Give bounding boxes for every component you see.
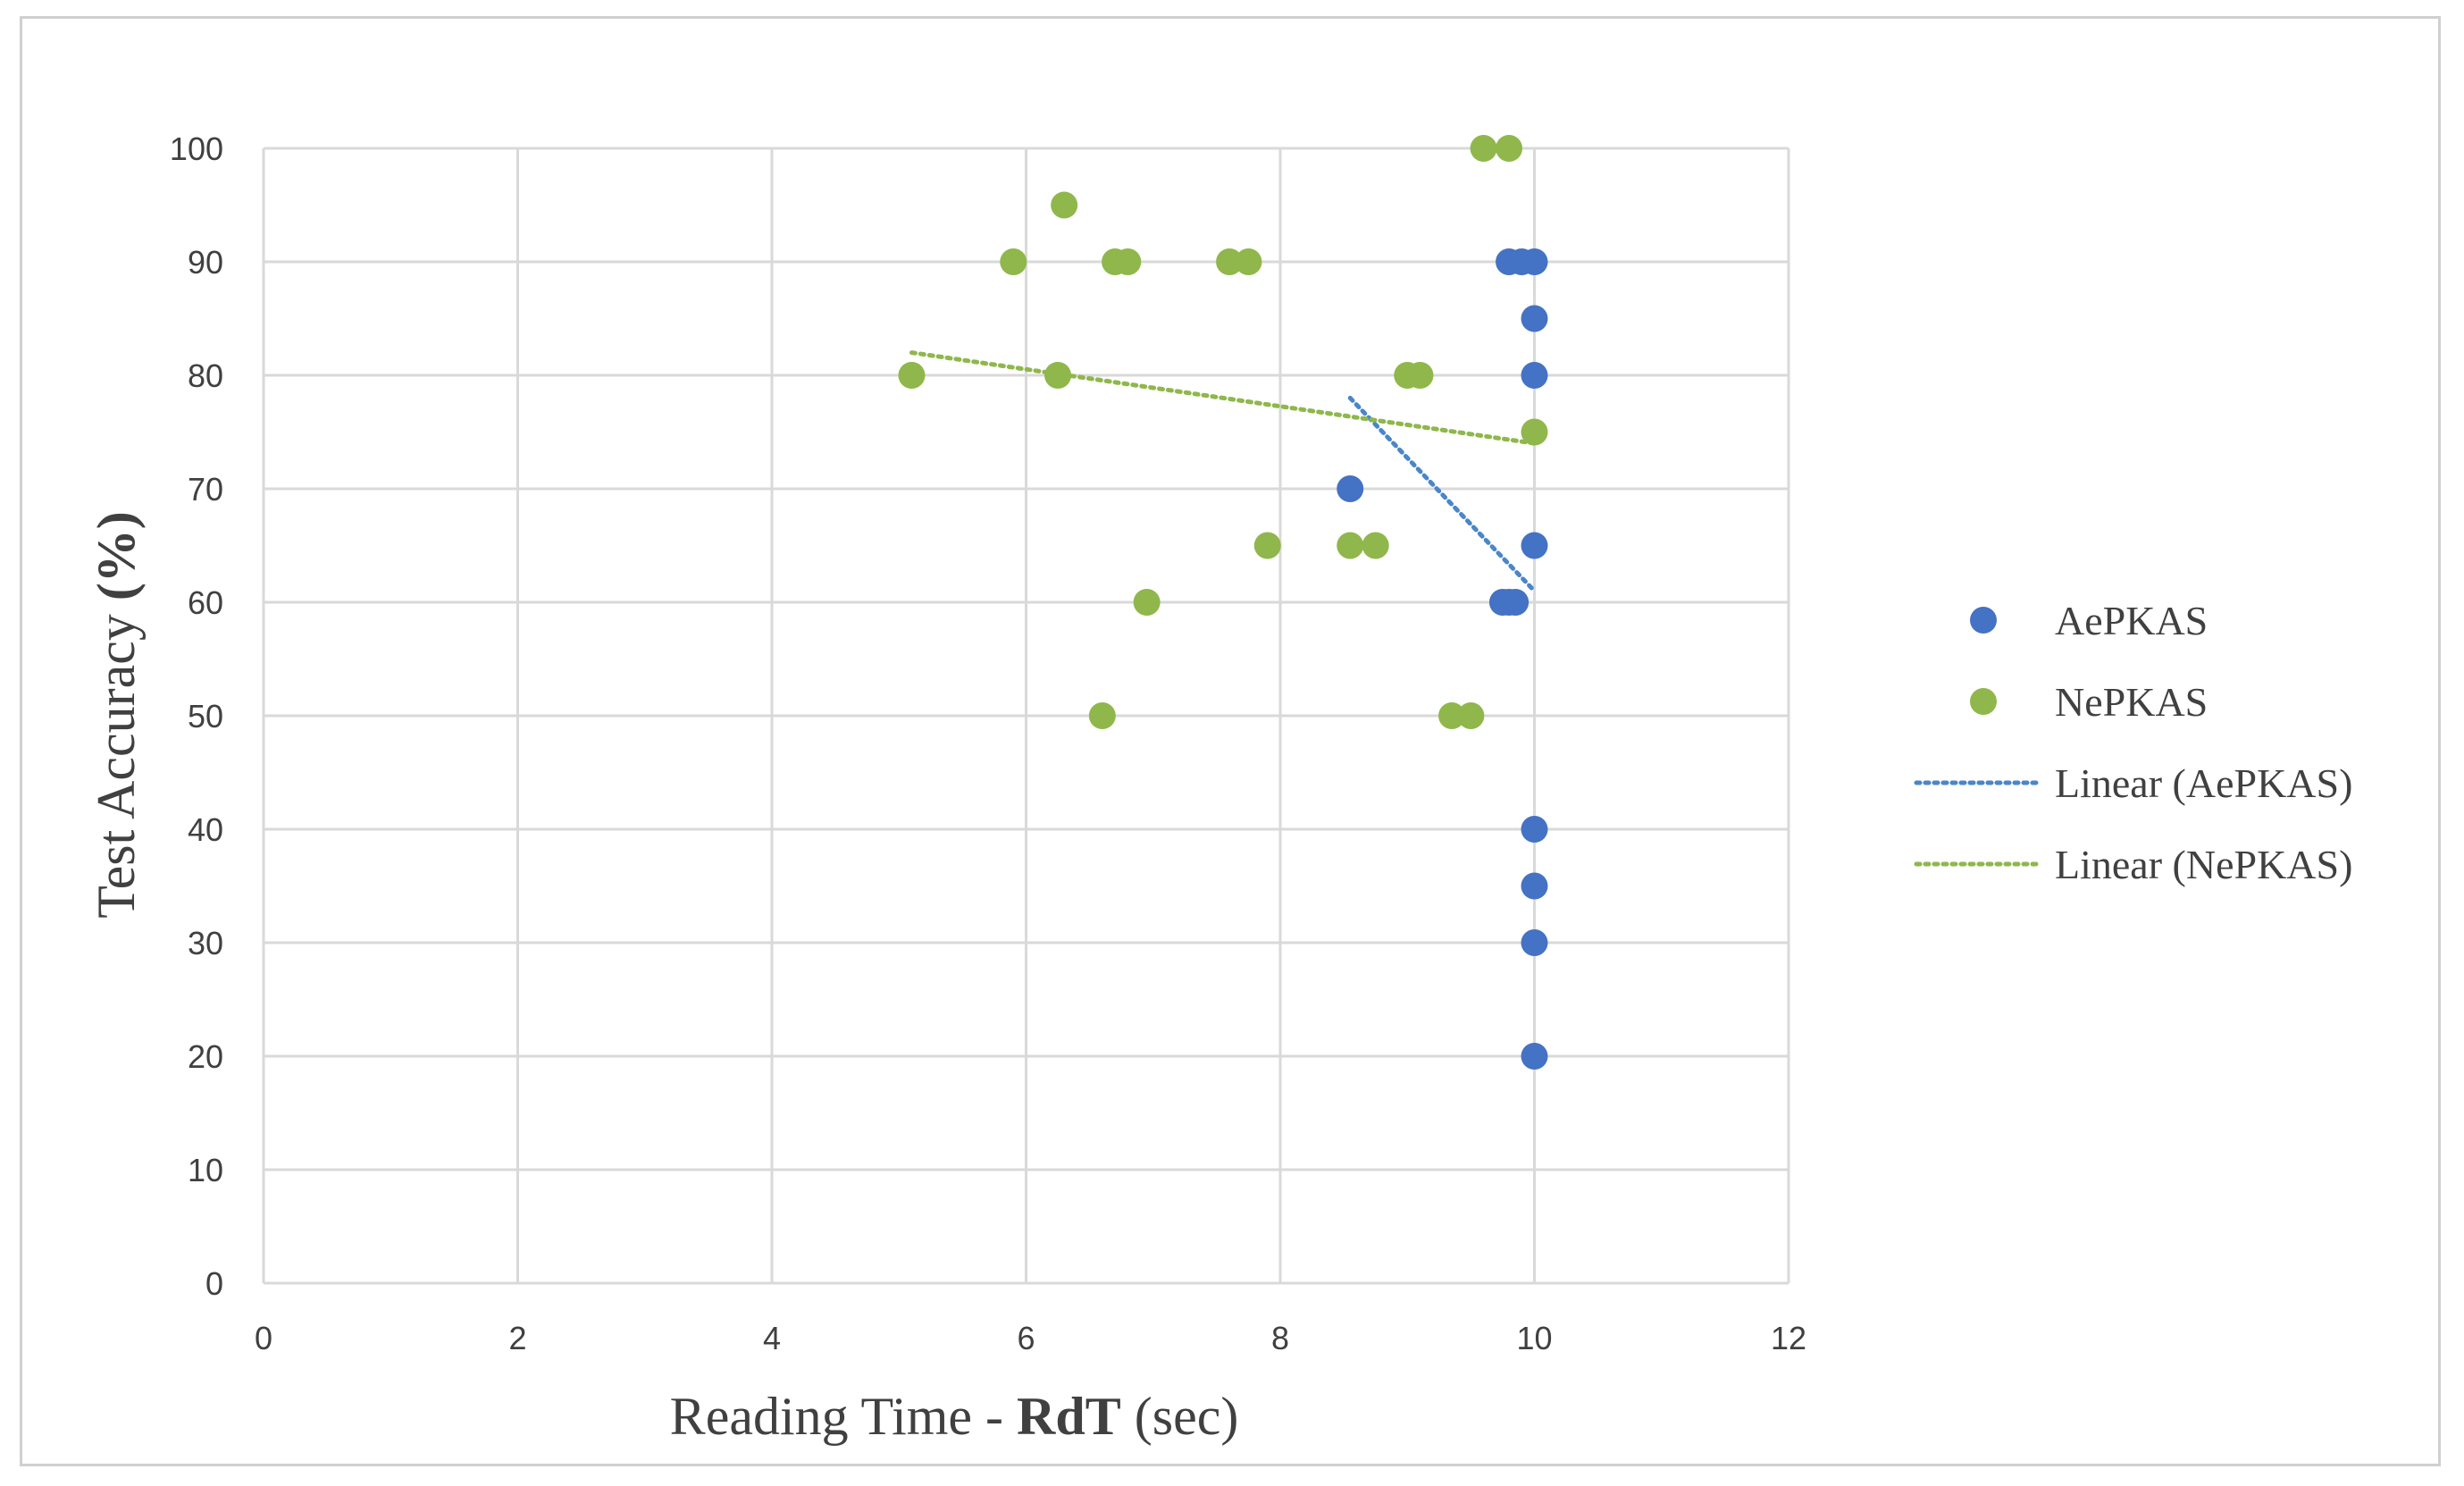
y-tick-label: 30 [188,925,223,961]
y-tick-label: 80 [188,357,223,394]
y-tick-label: 0 [205,1265,223,1302]
data-point-aepkas [1521,929,1548,956]
y-tick-label: 10 [188,1152,223,1188]
data-point-nepkas [898,362,926,389]
data-point-nepkas [1521,418,1548,446]
x-tick-label: 6 [1017,1320,1035,1356]
data-point-aepkas [1521,248,1548,275]
x-axis-ticks: 0 2 4 6 8 10 12 [255,1320,1806,1356]
data-point-aepkas [1521,532,1548,559]
data-point-nepkas [1253,532,1281,559]
legend-label: NePKAS [2055,679,2208,725]
data-point-nepkas [1362,532,1389,559]
legend-label: AePKAS [2055,598,2208,643]
data-point-aepkas [1521,362,1548,389]
trendline-nepkas [909,350,1537,446]
data-point-nepkas [1337,532,1364,559]
x-axis-title: Reading Time - RdT (sec) [670,1387,1239,1446]
data-point-aepkas [1502,589,1530,616]
data-point-nepkas [1114,248,1142,275]
data-point-aepkas [1521,1043,1548,1070]
y-tick-label: 20 [188,1038,223,1075]
legend: AePKAS NePKAS Linear (AePKAS) Linear (NePKA… [1914,598,2352,887]
y-axis-ticks: 0 10 20 30 40 50 60 70 80 90 100 [170,130,223,1302]
data-point-nepkas [1406,362,1434,389]
y-tick-label: 90 [188,244,223,281]
data-point-aepkas [1521,305,1548,332]
x-tick-label: 2 [508,1320,526,1356]
y-tick-label: 40 [188,811,223,848]
x-tick-label: 12 [1771,1320,1806,1356]
data-point-aepkas [1521,872,1548,900]
x-tick-label: 4 [763,1320,781,1356]
data-point-nepkas [1051,191,1078,219]
data-point-nepkas [1438,702,1466,729]
data-point-nepkas [1496,135,1523,162]
trendlines [909,350,1537,593]
legend-label: Linear (NePKAS) [2055,842,2352,887]
legend-label: Linear (AePKAS) [2055,760,2352,806]
x-tick-label: 10 [1516,1320,1552,1356]
data-points [898,135,1548,1070]
data-point-aepkas [1521,816,1548,843]
grid-lines [262,147,1790,1285]
y-axis-title: Test Accuracy (%) [87,511,146,919]
legend-marker-nepkas [1970,688,1997,715]
data-point-nepkas [1044,362,1072,389]
y-tick-label: 50 [188,698,223,735]
data-point-nepkas [1470,135,1497,162]
data-point-nepkas [1216,248,1244,275]
data-point-nepkas [1000,248,1027,275]
data-point-nepkas [1088,702,1116,729]
data-point-nepkas [1133,589,1161,616]
data-point-nepkas [1235,248,1262,275]
y-tick-label: 70 [188,471,223,508]
y-tick-label: 60 [188,584,223,621]
y-tick-label: 100 [170,130,223,167]
trendline-aepkas [1347,395,1537,593]
x-tick-label: 8 [1271,1320,1289,1356]
legend-marker-aepkas [1970,607,1997,634]
data-point-nepkas [1457,702,1485,729]
x-tick-label: 0 [255,1320,272,1356]
data-point-aepkas [1337,475,1364,502]
